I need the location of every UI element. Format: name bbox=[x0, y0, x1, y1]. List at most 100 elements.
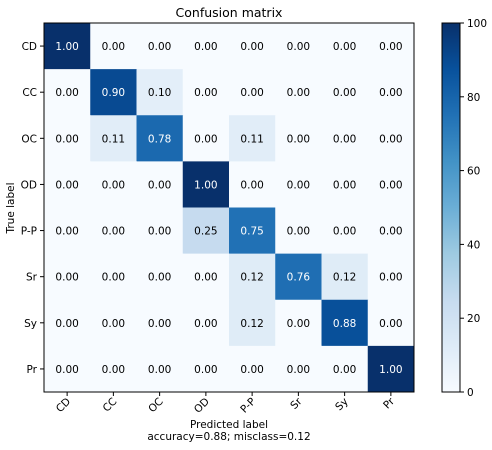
heatmap-cell bbox=[136, 23, 184, 70]
heatmap-cell bbox=[44, 69, 91, 116]
heatmap-cell bbox=[182, 345, 230, 393]
cell-value-label: 0.00 bbox=[287, 133, 310, 145]
heatmap-cell bbox=[44, 253, 91, 301]
heatmap-cell bbox=[136, 69, 184, 116]
heatmap-cell bbox=[229, 69, 276, 116]
cell-value-label: 0.00 bbox=[148, 41, 171, 53]
heatmap-cell bbox=[321, 345, 369, 393]
heatmap-cell bbox=[136, 115, 184, 162]
colorbar: 0 20 40 60 80 100 bbox=[441, 18, 487, 399]
heatmap-cell bbox=[229, 207, 276, 255]
cell-value-label: 0.12 bbox=[240, 318, 263, 330]
cell-value-label: 0.00 bbox=[55, 318, 78, 330]
heatmap-cell bbox=[367, 69, 415, 116]
heatmap-cells bbox=[44, 23, 415, 393]
cell-value-label: 0.11 bbox=[240, 133, 263, 145]
y-tick-label: OC bbox=[21, 133, 37, 145]
cell-value-label: 0.00 bbox=[148, 318, 171, 330]
plot-frame bbox=[43, 22, 415, 393]
heatmap-cell bbox=[90, 345, 137, 393]
heatmap-cell bbox=[90, 253, 137, 301]
colorbar-tick-label: 60 bbox=[467, 166, 480, 178]
heatmap-cell bbox=[275, 23, 322, 70]
cell-value-label: 0.00 bbox=[240, 364, 263, 376]
heatmap-cell bbox=[182, 115, 230, 162]
cell-value-label: 0.00 bbox=[240, 41, 263, 53]
heatmap-cell bbox=[90, 299, 137, 347]
cell-value-label: 0.00 bbox=[379, 226, 402, 238]
cell-value-label: 0.00 bbox=[194, 87, 217, 99]
cell-value-label: 0.00 bbox=[102, 41, 125, 53]
cell-value-label: 0.00 bbox=[194, 41, 217, 53]
cell-value-label: 0.00 bbox=[287, 364, 310, 376]
heatmap-cell bbox=[321, 253, 369, 301]
cell-value-labels: 1.00 0.00 0.00 0.00 0.00 0.00 0.00 0.00 0.00 0.90… bbox=[55, 41, 402, 376]
heatmap-cell bbox=[321, 115, 369, 162]
heatmap-cell bbox=[367, 345, 415, 393]
colorbar-tick-label: 0 bbox=[467, 387, 474, 399]
cell-value-label: 0.10 bbox=[148, 87, 171, 99]
cell-value-label: 0.00 bbox=[148, 272, 171, 284]
cell-value-label: 0.00 bbox=[379, 87, 402, 99]
cell-value-label: 0.88 bbox=[333, 318, 356, 330]
colorbar-tick-label: 20 bbox=[467, 313, 480, 325]
cell-value-label: 0.75 bbox=[240, 226, 263, 238]
heatmap-cell bbox=[44, 207, 91, 255]
cell-value-label: 1.00 bbox=[194, 179, 217, 191]
cell-value-label: 0.00 bbox=[240, 179, 263, 191]
cell-value-label: 0.00 bbox=[379, 41, 402, 53]
heatmap-cell bbox=[367, 253, 415, 301]
x-tick-label: Sr bbox=[288, 395, 305, 412]
y-axis-label: True label bbox=[5, 182, 17, 234]
colorbar-tick-label: 100 bbox=[467, 18, 487, 30]
cell-value-label: 0.00 bbox=[287, 41, 310, 53]
cell-value-label: 0.00 bbox=[102, 318, 125, 330]
cell-value-label: 0.00 bbox=[55, 179, 78, 191]
heatmap-cell bbox=[182, 23, 230, 70]
cell-value-label: 0.00 bbox=[287, 226, 310, 238]
heatmap-cell bbox=[229, 253, 276, 301]
x-tick-label: CC bbox=[101, 396, 120, 415]
heatmap-cell bbox=[136, 299, 184, 347]
colorbar-gradient bbox=[441, 22, 461, 393]
cell-value-label: 0.25 bbox=[194, 226, 217, 238]
cell-value-label: 0.00 bbox=[379, 179, 402, 191]
heatmap-cell bbox=[136, 253, 184, 301]
cell-value-label: 0.00 bbox=[333, 364, 356, 376]
cell-value-label: 0.00 bbox=[102, 179, 125, 191]
heatmap-cell bbox=[90, 161, 137, 208]
cell-value-label: 0.00 bbox=[148, 226, 171, 238]
cell-value-label: 0.00 bbox=[148, 179, 171, 191]
y-tick-label: CC bbox=[22, 87, 37, 99]
y-tick-label: CD bbox=[22, 41, 37, 53]
heatmap-cell bbox=[321, 299, 369, 347]
cell-value-label: 0.00 bbox=[194, 272, 217, 284]
cell-value-label: 0.00 bbox=[102, 272, 125, 284]
colorbar-tick-label: 80 bbox=[467, 92, 480, 104]
cell-value-label: 0.00 bbox=[55, 87, 78, 99]
heatmap-cell bbox=[136, 207, 184, 255]
heatmap-cell bbox=[44, 115, 91, 162]
heatmap-cell bbox=[321, 161, 369, 208]
heatmap-cell bbox=[321, 207, 369, 255]
cell-value-label: 0.12 bbox=[333, 272, 356, 284]
heatmap-cell bbox=[44, 345, 91, 393]
cell-value-label: 0.00 bbox=[333, 41, 356, 53]
heatmap-cell bbox=[367, 299, 415, 347]
heatmap-cell bbox=[321, 69, 369, 116]
heatmap-cell bbox=[90, 207, 137, 255]
y-tick-label: Sy bbox=[24, 318, 37, 330]
x-axis-label: Predicted label bbox=[190, 419, 268, 431]
cell-value-label: 0.00 bbox=[55, 133, 78, 145]
cell-value-label: 0.00 bbox=[194, 318, 217, 330]
heatmap-cell bbox=[229, 345, 276, 393]
y-tick-label: Sr bbox=[26, 272, 38, 284]
cell-value-label: 0.00 bbox=[287, 179, 310, 191]
heatmap-cell bbox=[90, 69, 137, 116]
cell-value-label: 0.00 bbox=[55, 272, 78, 284]
heatmap-cell bbox=[44, 161, 91, 208]
cell-value-label: 0.00 bbox=[287, 318, 310, 330]
heatmap-cell bbox=[182, 207, 230, 255]
cell-value-label: 0.00 bbox=[379, 318, 402, 330]
x-tick-label: CD bbox=[54, 396, 73, 415]
